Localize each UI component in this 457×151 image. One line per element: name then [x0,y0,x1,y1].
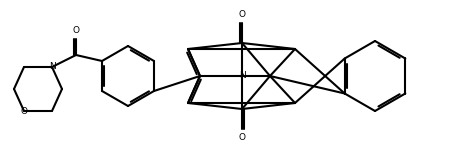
Text: O: O [73,26,80,35]
Text: O: O [239,10,245,19]
Text: N: N [239,72,245,80]
Text: O: O [21,106,27,116]
Text: N: N [48,63,55,72]
Text: O: O [239,133,245,142]
